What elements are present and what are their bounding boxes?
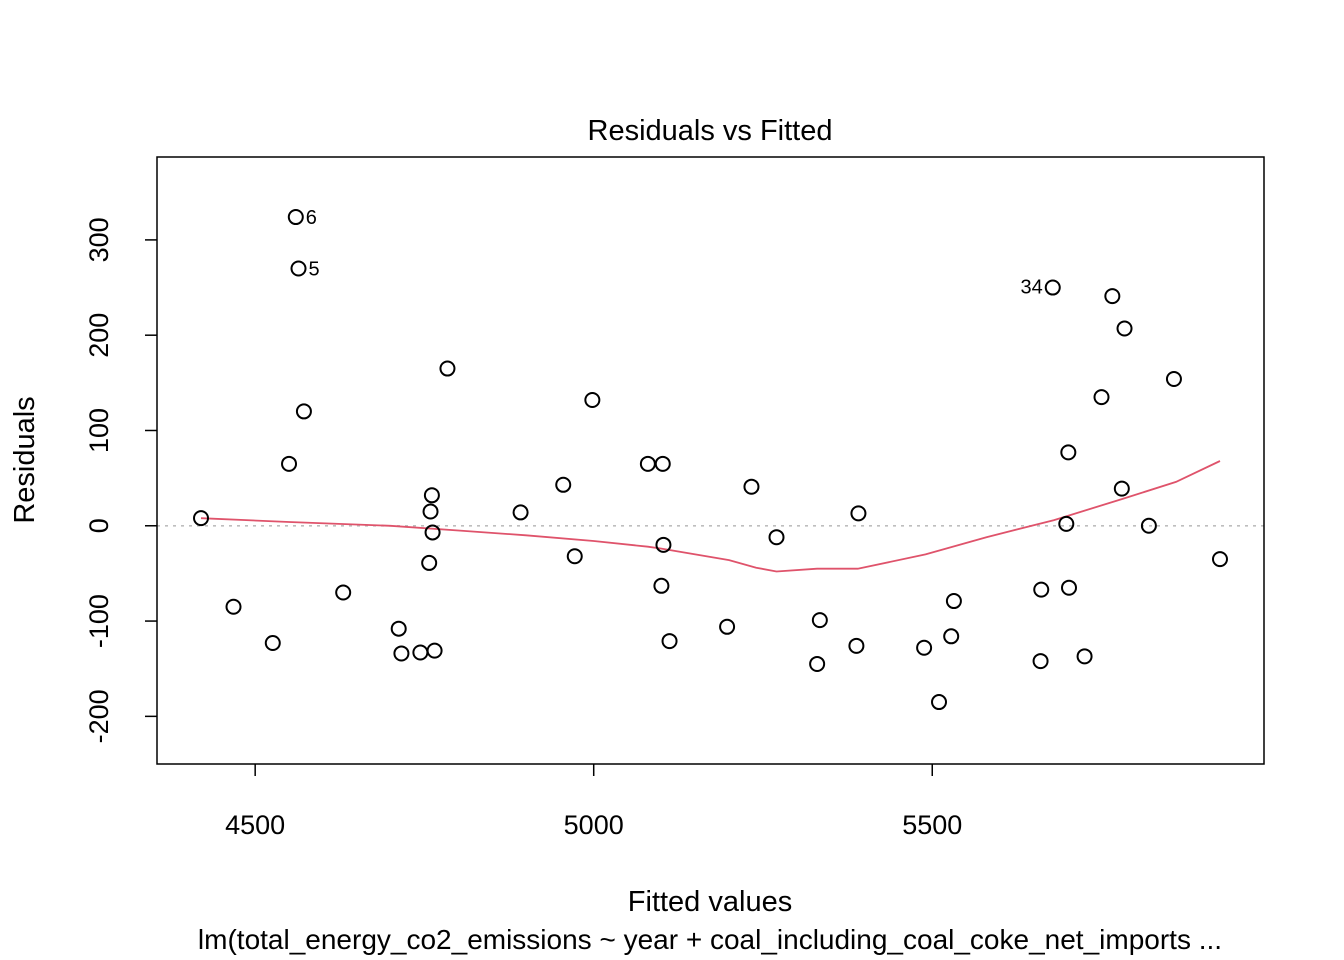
y-tick-label: 300 (84, 217, 114, 262)
residual-point (811, 612, 828, 629)
outlier-label: 5 (309, 258, 320, 280)
y-tick-label: -100 (84, 594, 114, 648)
residual-point (555, 476, 572, 493)
residual-point (439, 360, 456, 377)
residual-point (566, 548, 583, 565)
residual-point (1032, 653, 1049, 670)
residual-point (1061, 579, 1078, 596)
residual-point (1093, 389, 1110, 406)
residual-point (426, 642, 443, 659)
residual-point (193, 510, 210, 527)
residual-point (225, 598, 242, 615)
residual-point (424, 524, 441, 541)
residual-point (743, 478, 760, 495)
residual-point (850, 505, 867, 522)
residual-point (653, 577, 670, 594)
plot-frame (156, 156, 1265, 765)
residual-point (1033, 581, 1050, 598)
residual-point (768, 529, 785, 546)
outlier-label: 6 (306, 207, 317, 229)
residual-point (421, 554, 438, 571)
outlier-label: 34 (1021, 277, 1043, 299)
residual-point (661, 633, 678, 650)
residual-point (1140, 517, 1157, 534)
residual-point (809, 655, 826, 672)
chart-title: Residuals vs Fitted (588, 115, 833, 147)
residual-point (1211, 551, 1228, 568)
residual-point (295, 403, 312, 420)
residual-point (931, 694, 948, 711)
residual-point (281, 455, 298, 472)
residual-point (719, 618, 736, 635)
smoother-line (200, 460, 1221, 573)
residual-point (639, 455, 656, 472)
residual-point (1076, 648, 1093, 665)
residual-point (916, 639, 933, 656)
residual-point (423, 487, 440, 504)
x-tick-label: 5500 (902, 810, 962, 840)
residual-point (584, 391, 601, 408)
residual-point (1060, 444, 1077, 461)
residual-point (1044, 279, 1061, 296)
residual-point (1165, 371, 1182, 388)
y-tick-label: 200 (84, 313, 114, 358)
residual-point (264, 634, 281, 651)
residual-point (287, 209, 304, 226)
residual-point (390, 620, 407, 637)
residual-point (943, 628, 960, 645)
x-tick-label: 5000 (564, 810, 624, 840)
residual-point (512, 504, 529, 521)
residual-point (1058, 515, 1075, 532)
residual-point (1116, 320, 1133, 337)
y-tick-label: 0 (84, 518, 114, 533)
residual-point (290, 260, 307, 277)
plot-area: 4500 5000 5500 -200 -100 0 100 200 300 6 5 34 (84, 207, 1264, 840)
residual-point (412, 644, 429, 661)
residual-point (1113, 480, 1130, 497)
residual-point (848, 637, 865, 654)
residual-point (422, 503, 439, 520)
residual-point (945, 593, 962, 610)
residual-point (654, 455, 671, 472)
residual-point (335, 584, 352, 601)
y-tick-label: 100 (84, 408, 114, 453)
y-axis-label: Residuals (9, 396, 41, 523)
y-tick-label: -200 (84, 689, 114, 743)
model-formula-subtitle: lm(total_energy_co2_emissions ~ year + c… (198, 924, 1222, 955)
x-axis-label: Fitted values (628, 886, 792, 918)
residual-point (393, 645, 410, 662)
residual-point (655, 536, 672, 553)
x-tick-label: 4500 (225, 810, 285, 840)
residual-point (1104, 288, 1121, 305)
